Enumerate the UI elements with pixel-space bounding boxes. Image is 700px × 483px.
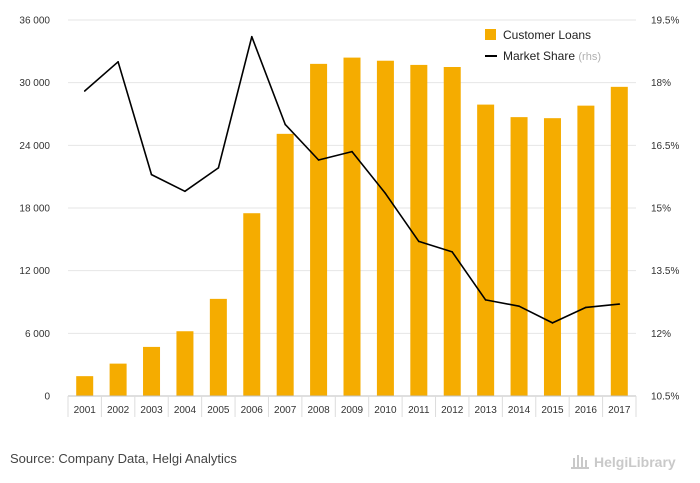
y-left-tick-label: 24 000 <box>19 141 50 152</box>
x-tick-label: 2002 <box>107 405 130 416</box>
x-tick-label: 2001 <box>74 405 97 416</box>
line-point <box>150 173 153 176</box>
bars <box>76 57 628 397</box>
line-point <box>184 190 186 193</box>
line-point <box>618 303 621 305</box>
x-tick-label: 2013 <box>475 405 498 416</box>
bar <box>577 105 595 397</box>
bar <box>243 213 261 396</box>
bar <box>76 376 94 396</box>
line-point <box>351 150 353 153</box>
x-tick-label: 2003 <box>140 405 163 416</box>
line-point <box>250 35 253 38</box>
legend-rhs-note: (rhs) <box>578 51 601 63</box>
brand-text: HelgiLibrary <box>594 454 676 470</box>
line-point <box>217 167 220 169</box>
line-point <box>117 60 119 63</box>
y-left-tick-label: 30 000 <box>19 78 50 89</box>
bar <box>176 331 194 396</box>
x-tick-label: 2014 <box>508 405 531 416</box>
library-icon <box>571 455 589 469</box>
x-tick-label: 2006 <box>241 405 264 416</box>
bar <box>376 60 394 396</box>
bar <box>510 117 528 396</box>
axes: 0 6 000 12 000 18 000 24 000 30 000 36 000 10.5… <box>19 16 679 417</box>
bar <box>443 67 461 396</box>
legend-label-customer-loans: Customer Loans <box>503 28 591 42</box>
legend: Customer Loans Market Share (rhs) <box>485 28 601 63</box>
x-tick-label: 2010 <box>374 405 397 416</box>
bar <box>143 346 161 396</box>
y-left-tick-label: 36 000 <box>19 16 50 27</box>
bar <box>610 86 628 396</box>
bar <box>410 64 428 397</box>
x-tick-label: 2004 <box>174 405 197 416</box>
brand-logo: HelgiLibrary <box>571 454 676 470</box>
y-right-tick-label: 12% <box>651 329 671 340</box>
bar <box>543 118 561 396</box>
line-point <box>284 123 286 126</box>
y-right-tick-label: 15% <box>651 204 671 215</box>
bar <box>209 298 227 396</box>
x-tick-label: 2015 <box>541 405 564 416</box>
line-point <box>585 306 587 309</box>
line-point <box>384 192 387 195</box>
bar <box>109 363 127 396</box>
y-left-tick-label: 6 000 <box>25 329 50 340</box>
line-point <box>551 322 554 324</box>
x-tick-label: 2016 <box>575 405 598 416</box>
x-tick-label: 2007 <box>274 405 297 416</box>
line-point <box>484 299 487 301</box>
x-tick-label: 2009 <box>341 405 364 416</box>
line-point <box>451 251 454 253</box>
y-right-tick-label: 19.5% <box>651 16 679 27</box>
x-tick-label: 2012 <box>441 405 464 416</box>
line <box>83 35 621 324</box>
x-tick-label: 2011 <box>408 405 430 416</box>
bar <box>477 104 495 396</box>
source-note: Source: Company Data, Helgi Analytics <box>10 451 237 466</box>
line-point <box>418 240 420 243</box>
legend-series-name: Market Share <box>503 49 578 63</box>
y-right-tick-label: 10.5% <box>651 392 679 403</box>
line-point <box>317 159 320 161</box>
bar <box>310 63 328 396</box>
y-left-tick-label: 0 <box>44 392 50 403</box>
y-left-tick-label: 12 000 <box>19 266 50 277</box>
legend-label-market-share: Market Share (rhs) <box>503 49 601 63</box>
x-tick-label: 2008 <box>307 405 330 416</box>
x-tick-label: 2005 <box>207 405 230 416</box>
bar <box>343 57 361 396</box>
bar <box>276 133 294 396</box>
legend-swatch-bar <box>485 29 496 40</box>
y-right-tick-label: 18% <box>651 78 671 89</box>
y-right-tick-label: 16.5% <box>651 141 679 152</box>
x-tick-label: 2017 <box>608 405 631 416</box>
y-left-tick-label: 18 000 <box>19 204 50 215</box>
line-point <box>83 90 86 92</box>
y-right-tick-label: 13.5% <box>651 266 679 277</box>
line-point <box>518 305 520 307</box>
